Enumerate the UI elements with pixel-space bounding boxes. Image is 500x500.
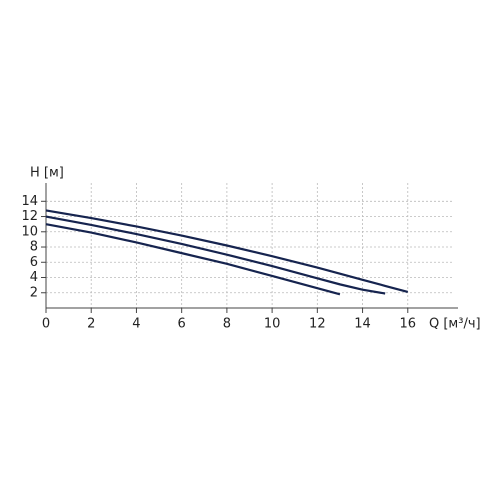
x-tick-label: 6 — [178, 317, 186, 332]
x-tick-label: 16 — [400, 317, 417, 332]
y-tick-label: 4 — [30, 270, 38, 285]
y-tick-label: 8 — [30, 240, 38, 255]
y-tick-label: 14 — [21, 194, 38, 209]
x-tick-label: 14 — [354, 317, 371, 332]
x-tick-label: 10 — [264, 317, 281, 332]
x-tick-label: 0 — [42, 317, 50, 332]
x-tick-label: 4 — [132, 317, 140, 332]
y-tick-label: 2 — [30, 285, 38, 300]
y-tick-label: 10 — [21, 224, 38, 239]
curve — [45, 223, 341, 296]
x-tick-label: 8 — [223, 317, 231, 332]
y-tick-label: 12 — [21, 209, 38, 224]
y-tick-label: 6 — [30, 255, 38, 270]
x-tick-label: 12 — [309, 317, 326, 332]
x-axis-label: Q [м³/ч] — [429, 317, 481, 332]
curve — [45, 215, 386, 295]
y-axis-label: H [м] — [30, 166, 64, 181]
x-tick-label: 2 — [87, 317, 95, 332]
curve — [45, 209, 409, 294]
